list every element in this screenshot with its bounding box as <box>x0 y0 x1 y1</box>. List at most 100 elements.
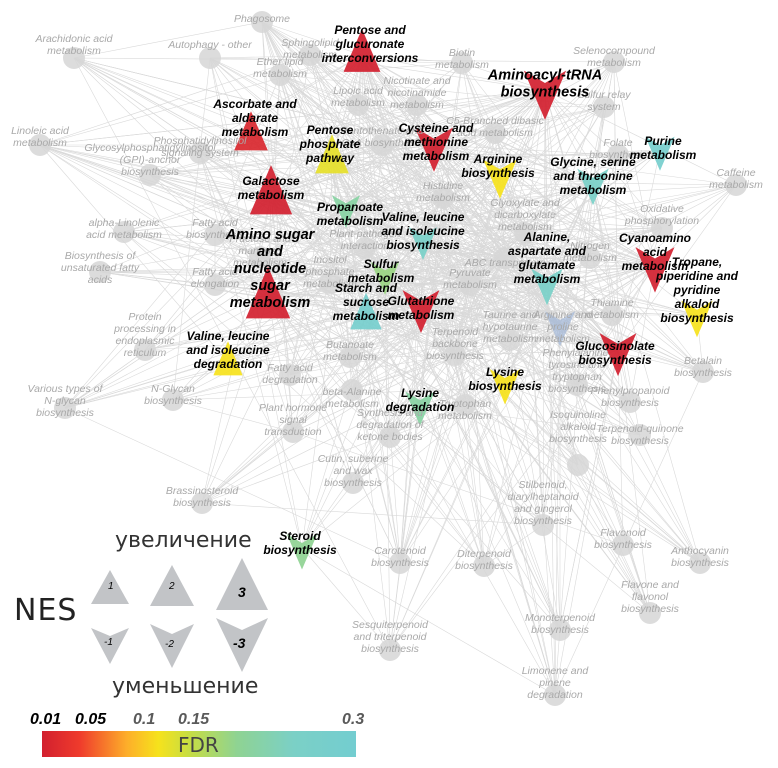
edge-c24-g44 <box>199 152 561 326</box>
label-c13: Amino sugar and nucleotide sugar metabolism <box>225 227 316 311</box>
node-g47 <box>249 246 271 268</box>
edge-c14-g41 <box>384 104 418 276</box>
edge-c24-g1 <box>261 21 561 326</box>
edge-c8-g25 <box>592 106 605 184</box>
label-g54: Phenylalanine, tyrosine and tryptophan bios… <box>543 347 612 395</box>
label-c6: Pentose phosphate pathway <box>299 123 361 165</box>
edge-c10-g55 <box>345 144 383 209</box>
edge-g1-g21 <box>261 21 651 614</box>
node-c12 <box>635 247 675 293</box>
edge-c10-g56 <box>345 207 613 316</box>
node-c10 <box>331 195 361 228</box>
label-g17: Sesquiterpenoid and triterpenoid biosynthe… <box>352 619 429 655</box>
edge-c4-g57 <box>270 194 506 259</box>
edge-c12-g1 <box>261 21 656 266</box>
edge-g35-g36 <box>524 227 663 234</box>
edge-g40-g25 <box>357 104 605 108</box>
node-g52 <box>499 329 521 351</box>
node-c14 <box>370 262 400 295</box>
label-c16: Alanine, aspartate and glutamate metabolism <box>508 230 587 286</box>
label-g33: Biotin metabolism <box>435 47 489 71</box>
label-g58: Nitrogen metabolism <box>563 240 617 264</box>
label-c1: Pentose and glucuronate interconversions <box>322 23 419 65</box>
edge-c9-g5 <box>149 149 661 176</box>
edge-g27-g33 <box>461 62 704 373</box>
node-g56 <box>601 304 623 326</box>
label-c22: Lysine degradation <box>386 386 455 414</box>
label-g52: Taurine and hypotaurine metabolism <box>482 309 538 345</box>
edge-g31-g21 <box>454 354 651 614</box>
edge-c17-c23 <box>301 306 422 549</box>
edge-c8-c2 <box>544 89 594 184</box>
edge-c10-g35 <box>345 207 526 234</box>
edge-c11-g43 <box>309 54 424 241</box>
edge-c1-c10 <box>345 54 363 209</box>
edge-g13-c21 <box>352 382 506 484</box>
label-g3: Autophagy - other <box>167 39 252 51</box>
node-c13 <box>245 266 291 319</box>
legend-up-value-3: 3 <box>238 584 246 600</box>
edge-g51-g32 <box>349 284 471 358</box>
edge-c15-g41 <box>365 104 418 316</box>
label-c5: Cysteine and methionine metabolism <box>399 121 474 163</box>
node-g16 <box>473 555 495 577</box>
label-g31: Terpenoid backbone biosynthesis <box>426 326 485 362</box>
node-g31 <box>444 344 466 366</box>
edge-g36-g45 <box>214 227 663 236</box>
node-c8 <box>577 168 609 206</box>
edge-g4-c2 <box>39 89 546 146</box>
edge-c10-g4 <box>39 144 347 209</box>
edge-g31-g36 <box>454 227 663 356</box>
edge-g35-g11 <box>292 232 526 433</box>
edge-g39-c4 <box>270 194 444 199</box>
edge-c1-c6 <box>331 54 363 159</box>
node-g37 <box>607 144 629 166</box>
edge-c24-g21 <box>559 324 651 614</box>
edge-g51-g36 <box>469 227 663 286</box>
edge-g28-c1 <box>361 54 579 466</box>
edge-c14-c8 <box>384 182 594 276</box>
edge-g18-g32 <box>349 356 544 526</box>
edge-c24-c5 <box>433 144 561 326</box>
edge-c15-g18 <box>365 314 544 526</box>
label-c3: Ascorbate and aldarate metabolism <box>212 97 297 139</box>
edge-c1-g42 <box>279 54 363 76</box>
edge-g45-g28 <box>214 234 579 466</box>
fdr-tick-01: 0.1 <box>133 711 155 728</box>
edge-c15-c9 <box>365 149 661 316</box>
node-c20 <box>599 333 637 377</box>
edge-g51-c2 <box>469 89 546 286</box>
edge-c13-g11 <box>267 297 294 433</box>
legend-up-value-2: 2 <box>168 581 175 592</box>
edge-c7-g51 <box>469 174 501 286</box>
edge-c4-c9 <box>270 149 661 196</box>
edge-g35-g3 <box>209 57 526 234</box>
edge-g44-g15 <box>199 152 401 564</box>
edge-c13-g29 <box>267 297 641 436</box>
node-c3 <box>234 111 268 151</box>
label-c2: Aminoacyl-tRNA biosynthesis <box>487 68 602 101</box>
edge-c1-c2 <box>361 54 546 91</box>
edge-c3-g39 <box>250 134 444 199</box>
legend-down-chevron-3 <box>216 618 268 672</box>
label-g46: Fatty acid elongation <box>191 266 240 290</box>
label-g4: Linoleic acid metabolism <box>11 125 70 149</box>
edge-c4-g20 <box>270 194 701 564</box>
edge-c24-g18 <box>542 324 561 526</box>
fdr-title: FDR <box>178 733 219 757</box>
edge-g37-g44 <box>199 152 619 156</box>
node-c16 <box>531 268 563 306</box>
edge-c12-g43 <box>309 54 656 266</box>
label-g13: Cutin, suberine and wax biosynthesis <box>318 453 389 489</box>
legend-down-value-1: -1 <box>104 637 113 648</box>
legend-down-value-2: -2 <box>165 639 174 650</box>
edge-g12-g36 <box>389 227 663 438</box>
label-g38: Plant-pathogen interaction <box>329 228 400 252</box>
edge-g4-g20 <box>39 144 701 564</box>
edge-g8-g36 <box>144 227 663 351</box>
edge-g33-g20 <box>461 62 701 564</box>
edge-c14-g43 <box>309 54 386 276</box>
grey-pathway-nodes <box>29 11 747 706</box>
edge-c10-g58 <box>345 207 591 259</box>
node-g50 <box>341 379 363 401</box>
